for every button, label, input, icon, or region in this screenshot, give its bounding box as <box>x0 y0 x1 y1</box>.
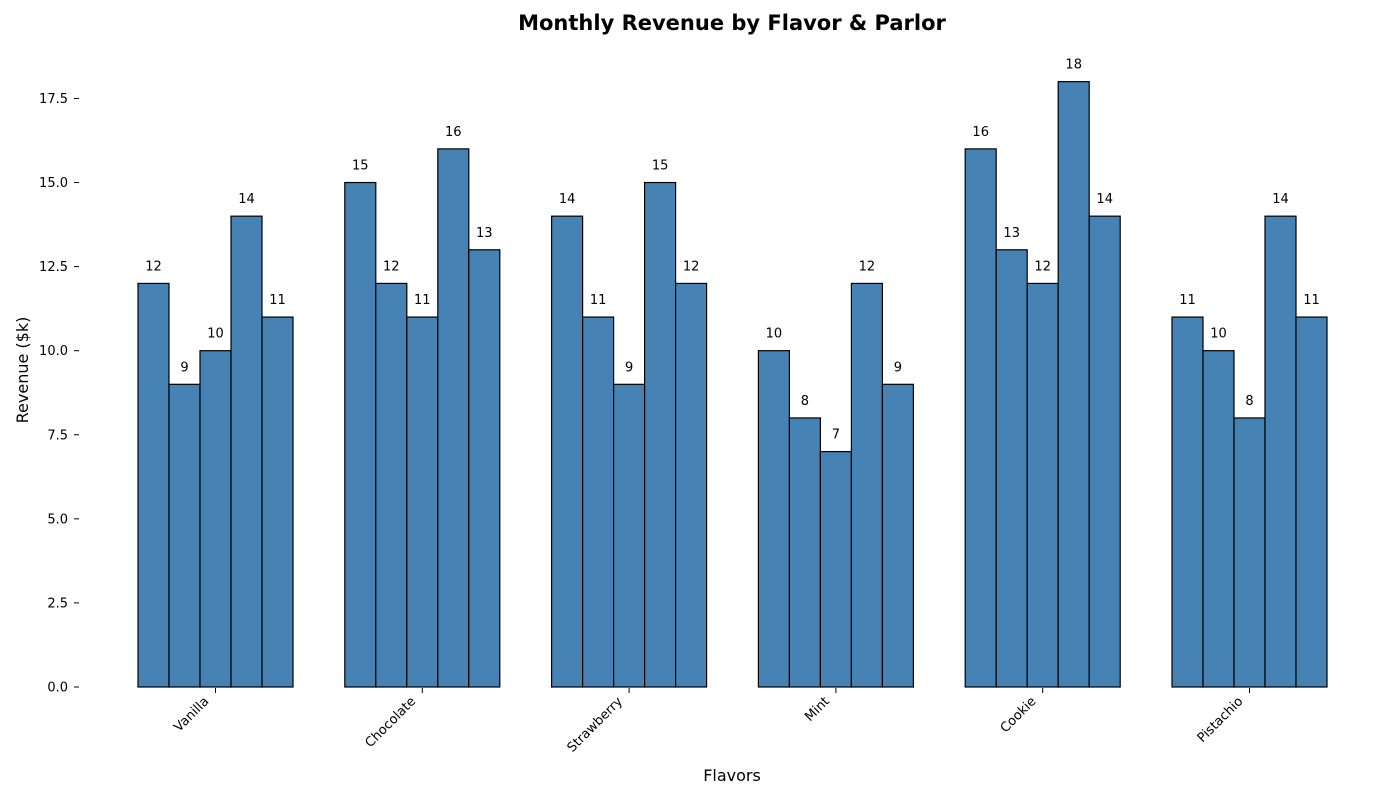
x-tick-label: Chocolate <box>363 694 420 751</box>
bar-cookie-3 <box>1026 282 1059 688</box>
x-axis: Vanilla Chocolate Strawberry Mint Cookie Pist… <box>171 688 1250 756</box>
bar-mint-5 <box>881 383 915 688</box>
y-tick-label: 12.5 <box>39 260 68 275</box>
bar-mint-1 <box>757 350 791 688</box>
y-tick-label: 5.0 <box>47 512 68 527</box>
data-label: 10 <box>1210 327 1227 342</box>
bar-vanilla-1 <box>137 282 170 688</box>
bar-vanilla-2 <box>168 383 201 688</box>
data-label: 18 <box>1065 58 1082 73</box>
data-label: 16 <box>445 125 462 140</box>
bar-chocolate-5 <box>468 249 501 688</box>
data-label: 9 <box>180 360 188 375</box>
data-label: 12 <box>683 259 700 274</box>
bar-strawberry-1 <box>550 215 584 688</box>
y-tick-label: 15.0 <box>39 176 68 191</box>
bar-cookie-4 <box>1057 81 1090 688</box>
data-label: 12 <box>383 259 400 274</box>
data-label: 8 <box>801 394 809 409</box>
data-label: 12 <box>1034 259 1051 274</box>
data-label: 16 <box>972 125 989 140</box>
bar-strawberry-2 <box>581 316 615 688</box>
bar-cookie-2 <box>995 249 1028 688</box>
bars-group <box>137 81 1328 688</box>
data-label: 15 <box>352 159 369 174</box>
bar-pistachio-5 <box>1295 316 1328 688</box>
x-tick-label: Strawberry <box>565 694 627 756</box>
data-label: 8 <box>1245 394 1253 409</box>
chart-title: Monthly Revenue by Flavor & Parlor <box>518 11 946 35</box>
data-label: 11 <box>414 293 431 308</box>
data-label: 11 <box>1303 293 1320 308</box>
y-tick-label: 0.0 <box>47 681 68 696</box>
bar-chocolate-2 <box>375 282 408 688</box>
bar-pistachio-3 <box>1233 417 1266 688</box>
bar-vanilla-5 <box>261 316 294 688</box>
bar-strawberry-4 <box>643 181 677 688</box>
bar-chocolate-1 <box>344 181 377 688</box>
data-label: 11 <box>269 293 286 308</box>
data-label: 10 <box>766 327 783 342</box>
bar-chocolate-4 <box>437 148 470 688</box>
data-label: 9 <box>625 360 633 375</box>
bar-strawberry-3 <box>612 383 646 688</box>
x-tick-label: Pistachio <box>1195 694 1247 746</box>
data-label: 11 <box>590 293 607 308</box>
x-tick-label: Cookie <box>998 694 1040 736</box>
y-tick-label: 10.0 <box>39 344 68 359</box>
data-label: 13 <box>476 226 493 241</box>
data-label: 10 <box>207 327 224 342</box>
data-label: 13 <box>1003 226 1020 241</box>
y-tick-label: 2.5 <box>47 596 68 611</box>
data-label: 14 <box>1096 192 1113 207</box>
bar-mint-3 <box>819 450 853 688</box>
data-label: 12 <box>859 259 876 274</box>
bar-cookie-5 <box>1088 215 1121 688</box>
data-label: 11 <box>1179 293 1196 308</box>
y-axis-label: Revenue ($k) <box>13 317 32 424</box>
data-label: 14 <box>559 192 576 207</box>
y-tick-label: 7.5 <box>47 428 68 443</box>
data-labels-group: 12 9 10 14 11 15 12 11 16 13 14 11 9 15 12 10 8 7 12 9 16 13 1… <box>145 58 1320 443</box>
bar-vanilla-3 <box>199 350 232 688</box>
bar-chocolate-3 <box>406 316 439 688</box>
bar-pistachio-2 <box>1202 350 1235 688</box>
data-label: 14 <box>238 192 255 207</box>
bar-cookie-1 <box>964 148 997 688</box>
bar-pistachio-4 <box>1264 215 1297 688</box>
bar-mint-2 <box>788 417 822 688</box>
y-axis: 0.0 2.5 5.0 7.5 10.0 12.5 15.0 17.5 <box>39 92 79 696</box>
data-label: 7 <box>832 428 840 443</box>
data-label: 15 <box>652 159 669 174</box>
bar-vanilla-4 <box>230 215 263 688</box>
bar-strawberry-5 <box>674 282 708 688</box>
x-axis-label: Flavors <box>703 766 761 785</box>
bar-pistachio-1 <box>1171 316 1204 688</box>
data-label: 14 <box>1272 192 1289 207</box>
y-tick-label: 17.5 <box>39 92 68 107</box>
data-label: 9 <box>894 360 902 375</box>
data-label: 12 <box>145 259 162 274</box>
bar-mint-4 <box>850 282 884 688</box>
x-tick-label: Mint <box>802 694 833 725</box>
x-tick-label: Vanilla <box>171 694 212 735</box>
